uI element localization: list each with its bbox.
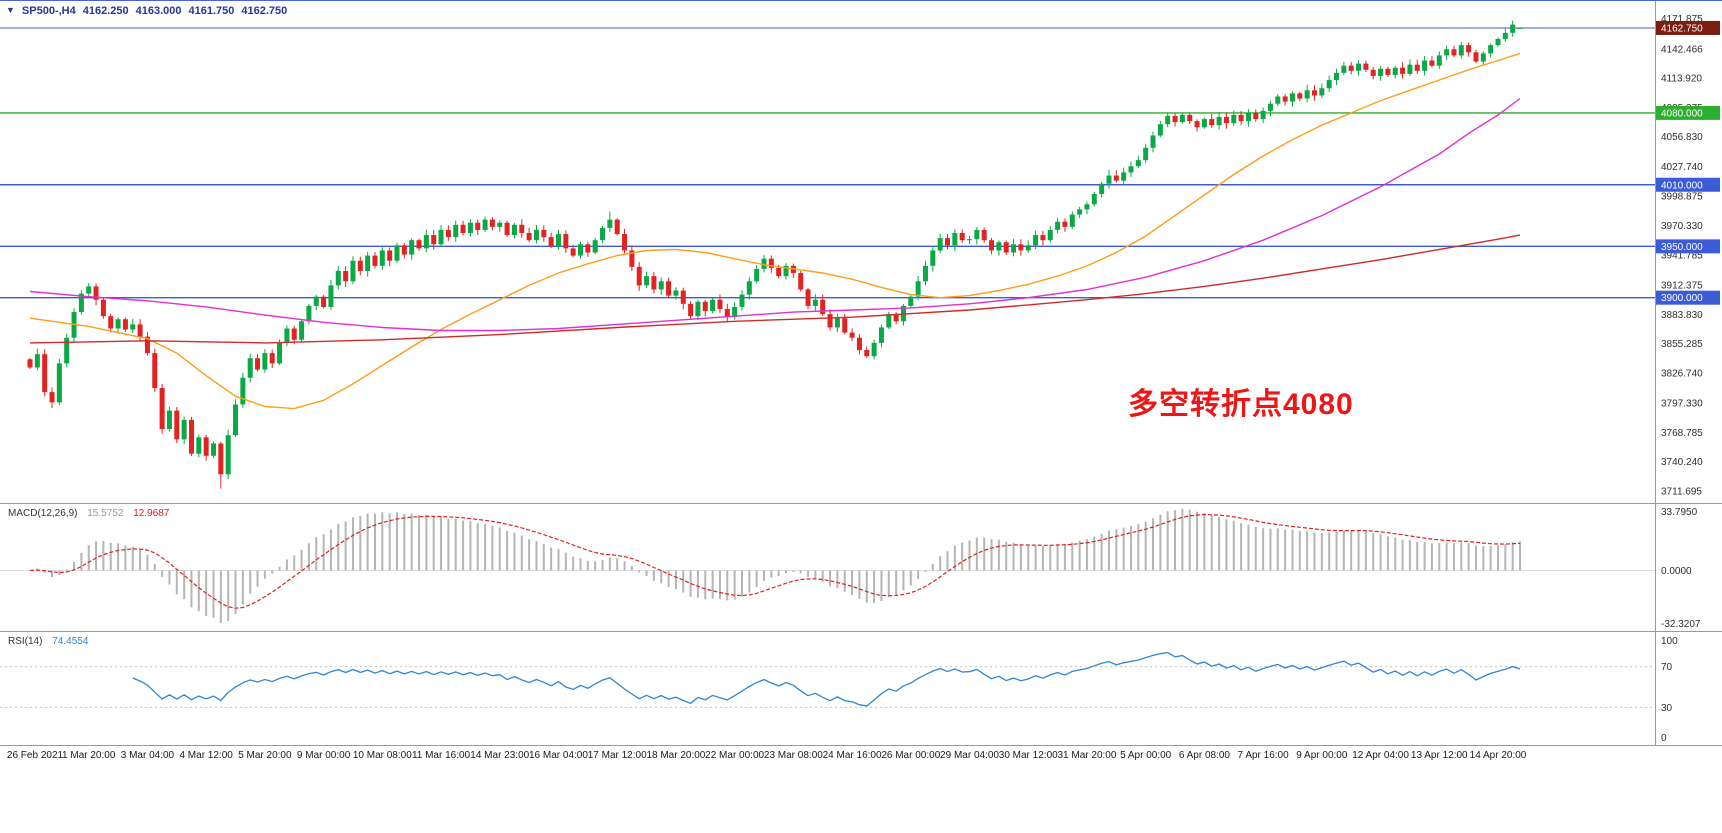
time-axis-label: 14 Mar 23:00 (470, 750, 530, 761)
macd-signal-line (29, 513, 1521, 609)
svg-text:0.0000: 0.0000 (1661, 566, 1692, 577)
time-axis-label: 26 Mar 00:00 (881, 750, 941, 761)
svg-text:0: 0 (1661, 733, 1667, 744)
svg-text:33.7950: 33.7950 (1661, 507, 1698, 518)
rsi-indicator-label: RSI(14) 74.4554 (8, 636, 88, 647)
collapse-arrow-icon[interactable]: ▼ (6, 5, 15, 15)
time-axis-label: 5 Mar 20:00 (238, 750, 292, 761)
svg-text:4171.875: 4171.875 (1661, 14, 1703, 25)
time-axis-label: 16 Mar 04:00 (529, 750, 588, 761)
rsi-value: 74.4554 (52, 636, 89, 647)
macd-name: MACD(12,26,9) (8, 508, 78, 519)
time-axis-label: 9 Mar 00:00 (296, 750, 351, 761)
time-axis-label: 3 Mar 04:00 (120, 750, 175, 761)
symbol-timeframe-label: SP500-,H4 (21, 5, 76, 17)
svg-text:3768.785: 3768.785 (1661, 428, 1703, 439)
time-axis-label: 6 Apr 08:00 (1178, 750, 1230, 761)
time-axis-label: 12 Apr 04:00 (1352, 750, 1409, 761)
svg-text:100: 100 (1661, 636, 1678, 647)
rsi-panel-canvas[interactable]: 100 70 30 0 (0, 631, 1722, 745)
macd-panel-canvas[interactable]: 33.7950 0.0000 -32.3207 (0, 503, 1722, 631)
svg-text:4142.466: 4142.466 (1661, 44, 1703, 55)
svg-text:3998.875: 3998.875 (1661, 192, 1703, 203)
svg-text:70: 70 (1661, 662, 1673, 673)
svg-text:4056.830: 4056.830 (1661, 132, 1703, 143)
macd-main-value: 15.5752 (87, 508, 124, 519)
svg-text:3950.000: 3950.000 (1661, 242, 1703, 253)
time-axis-label: 14 Apr 20:00 (1469, 750, 1527, 761)
svg-text:-32.3207: -32.3207 (1661, 619, 1701, 630)
ma-slow-red (29, 234, 1521, 344)
ma-mid-magenta (29, 97, 1521, 332)
svg-text:30: 30 (1661, 703, 1673, 714)
svg-text:4113.920: 4113.920 (1661, 74, 1702, 85)
time-axis-label: 26 Feb 2021 (6, 750, 64, 761)
time-axis[interactable]: 26 Feb 2021 1 Mar 20:00 3 Mar 04:00 4 Mar 1… (0, 745, 1722, 833)
svg-text:3912.375: 3912.375 (1661, 280, 1703, 291)
svg-text:3826.740: 3826.740 (1661, 368, 1703, 379)
time-axis-label: 4 Mar 12:00 (179, 750, 233, 761)
svg-text:3797.330: 3797.330 (1661, 399, 1703, 410)
time-axis-label: 17 Mar 12:00 (587, 750, 647, 761)
time-axis-label: 9 Apr 00:00 (1296, 750, 1348, 761)
svg-text:3855.285: 3855.285 (1661, 339, 1703, 350)
svg-text:3970.330: 3970.330 (1661, 221, 1703, 232)
time-axis-label: 31 Mar 20:00 (1057, 750, 1117, 761)
time-axis-label: 22 Mar 00:00 (705, 750, 765, 761)
time-axis-label: 30 Mar 12:00 (998, 750, 1058, 761)
ohlc-high-value: 4163.000 (135, 5, 182, 17)
time-axis-label: 11 Mar 16:00 (411, 750, 471, 761)
time-axis-label: 18 Mar 20:00 (646, 750, 706, 761)
svg-text:4027.740: 4027.740 (1661, 162, 1703, 173)
svg-text:3941.785: 3941.785 (1661, 250, 1703, 261)
rsi-name: RSI(14) (8, 636, 43, 647)
time-axis-label: 10 Mar 08:00 (352, 750, 412, 761)
time-axis-label: 1 Mar 20:00 (62, 750, 116, 761)
svg-text:3883.830: 3883.830 (1661, 310, 1703, 321)
svg-text:3740.240: 3740.240 (1661, 457, 1703, 468)
ohlc-open-value: 4162.250 (82, 5, 129, 17)
svg-text:4010.000: 4010.000 (1661, 180, 1703, 191)
time-axis-label: 24 Mar 16:00 (822, 750, 882, 761)
svg-text:3711.695: 3711.695 (1661, 486, 1702, 497)
time-axis-label: 29 Mar 04:00 (940, 750, 999, 761)
svg-text:3900.000: 3900.000 (1661, 293, 1703, 304)
time-axis-label: 7 Apr 16:00 (1237, 750, 1289, 761)
chinese-annotation-text: 多空转折点4080 (1128, 388, 1354, 421)
price-chart-canvas[interactable]: 4171.8754142.4664113.9204085.3754056.830… (0, 1, 1722, 503)
macd-indicator-label: MACD(12,26,9) 15.5752 12.9687 (8, 508, 169, 519)
symbol-header: ▼ SP500-,H4 4162.250 4163.000 4161.750 4… (6, 5, 287, 17)
macd-signal-value: 12.9687 (133, 508, 170, 519)
time-axis-label: 23 Mar 08:00 (763, 750, 823, 761)
rsi-line (132, 651, 1521, 707)
svg-text:4080.000: 4080.000 (1661, 108, 1703, 119)
ma-fast-orange (29, 52, 1521, 410)
ohlc-low-value: 4161.750 (188, 5, 235, 17)
ohlc-close-value: 4162.750 (241, 5, 288, 17)
time-axis-label: 5 Apr 00:00 (1120, 750, 1172, 761)
svg-text:4162.750: 4162.750 (1661, 23, 1703, 34)
time-axis-label: 13 Apr 12:00 (1410, 750, 1468, 761)
